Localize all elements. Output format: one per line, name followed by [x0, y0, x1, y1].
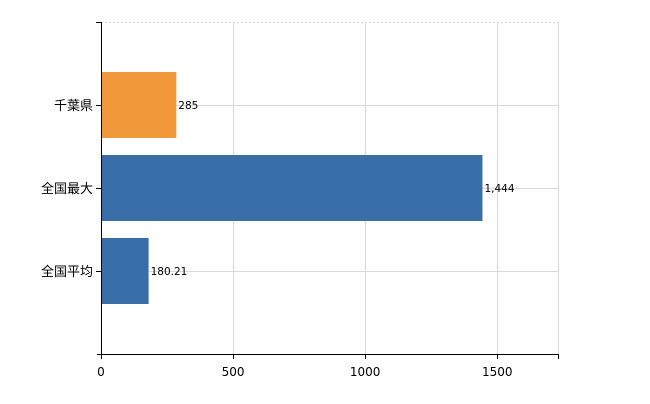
- axis-layer: [96, 22, 559, 359]
- x-tick-label-2: 1000: [350, 365, 381, 379]
- y-tick-label-2: 全国平均: [41, 264, 93, 280]
- data-label-0: 285: [178, 100, 198, 112]
- bar-1: [101, 155, 483, 221]
- y-tick-label-0: 千葉県: [54, 99, 93, 114]
- bar-0: [101, 72, 177, 138]
- x-tick-label-3: 1500: [482, 365, 513, 379]
- y-tick-label-1: 全国最大: [41, 181, 93, 197]
- x-tick-label-1: 500: [222, 365, 245, 379]
- bar-layer: [101, 72, 483, 304]
- data-label-2: 180.21: [151, 266, 188, 278]
- data-label-1: 1,444: [484, 183, 514, 195]
- bar-2: [101, 238, 149, 304]
- x-tick-label-0: 0: [97, 365, 105, 379]
